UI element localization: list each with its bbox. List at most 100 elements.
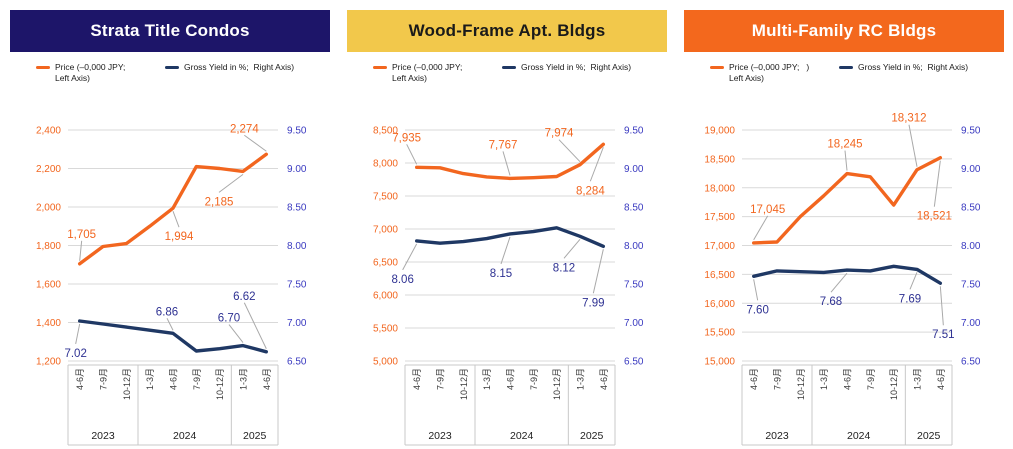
quarter-label: 7-9月 (436, 368, 446, 390)
data-labels: 7,935 7,767 7,974 8,284 8.06 8.15 8.12 7.99 (391, 128, 605, 310)
quarter-label: 10-12月 (459, 368, 469, 400)
quarter-label: 10-12月 (122, 368, 132, 400)
label-leader (753, 215, 769, 241)
yield-data-label: 6.86 (156, 306, 178, 318)
price-line (751, 156, 942, 245)
yield-legend-label: Gross Yield in %; Right Axis) (521, 62, 632, 72)
right-axis-tick: 8.50 (624, 203, 644, 214)
panel-wood-frame-apt: Wood-Frame Apt. Bldgs Price (–0,000 JPY;… (347, 10, 667, 449)
price-legend-line1: Price (–0,000 JPY; ) (729, 62, 810, 72)
label-leader (243, 302, 267, 349)
yield-data-label: 8.15 (490, 268, 512, 280)
quarter-label: 4-6月 (936, 368, 946, 390)
x-axis-box (404, 364, 616, 446)
quarter-label: 10-12月 (889, 368, 899, 400)
yield-data-label: 6.62 (233, 291, 255, 303)
price-data-label: 1,705 (67, 229, 96, 241)
left-axis-ticks: 19,000 18,500 18,000 17,500 17,000 16,500 16,0… (704, 126, 735, 368)
quarter-label: 4-6月 (506, 368, 516, 390)
price-data-label: 7,935 (392, 132, 421, 144)
left-axis-tick: 5,000 (373, 357, 398, 368)
quarter-label: 1-3月 (482, 368, 492, 390)
quarter-label: 7-9月 (529, 368, 539, 390)
price-data-label: 7,767 (489, 139, 518, 151)
gridlines (68, 129, 278, 362)
right-axis-tick: 9.00 (961, 164, 981, 175)
right-axis-tick: 7.00 (624, 318, 644, 329)
right-axis-tick: 8.50 (961, 203, 981, 214)
year-label: 2023 (91, 430, 115, 442)
right-axis-tick: 9.50 (961, 126, 981, 137)
left-axis-tick: 7,000 (373, 225, 398, 236)
label-leader (79, 240, 83, 261)
left-axis-tick: 17,000 (704, 241, 735, 252)
price-legend-line2: Left Axis) (729, 73, 764, 84)
left-axis-tick: 2,400 (36, 126, 61, 137)
data-labels: 1,705 1,994 2,185 2,274 7.02 6.86 6.70 6.62 (64, 123, 259, 360)
quarter-label: 1-3月 (145, 368, 155, 390)
yield-line-swatch (839, 66, 853, 69)
label-leader (908, 124, 918, 167)
left-axis-ticks: 2,400 2,200 2,000 1,800 1,600 1,400 1,200 (36, 126, 61, 368)
price-legend-line1: Price (–0,000 JPY; (392, 62, 463, 72)
right-axis-tick: 9.00 (624, 164, 644, 175)
quarter-label: 1-3月 (239, 368, 249, 390)
yield-line (77, 319, 268, 354)
right-axis-tick: 6.50 (287, 357, 307, 368)
chart-legend-strata: Price (–0,000 JPY; Left Axis) Gross Yield… (36, 62, 330, 92)
quarter-label: 4-6月 (599, 368, 609, 390)
legend-item-yield: Gross Yield in %; Right Axis) (839, 62, 968, 73)
price-line-swatch (710, 66, 724, 69)
yield-data-label: 7.51 (932, 329, 954, 341)
price-line (414, 142, 605, 181)
left-axis-tick: 6,500 (373, 258, 398, 269)
right-axis-tick: 6.50 (624, 357, 644, 368)
quarter-label: 4-6月 (169, 368, 179, 390)
quarter-labels: 4-6月 7-9月 10-12月 1-3月 4-6月 7-9月 10-12月 1-3月 4-6月 (749, 368, 946, 400)
left-axis-tick: 1,200 (36, 357, 61, 368)
yield-legend-label: Gross Yield in %; Right Axis) (858, 62, 969, 72)
left-axis-tick: 2,000 (36, 203, 61, 214)
price-line (77, 152, 268, 266)
left-axis-tick: 16,000 (704, 299, 735, 310)
price-data-label: 2,185 (205, 196, 234, 208)
data-labels: 17,045 18,245 18,312 18,521 7.60 7.68 7.69 7.51 (746, 113, 954, 341)
line-chart-wood-frame: 8,500 8,000 7,500 7,000 6,500 6,000 5,500 5,000… (373, 126, 644, 446)
label-leader (844, 150, 848, 171)
year-label: 2024 (847, 430, 871, 442)
year-label: 2025 (243, 430, 267, 442)
year-labels: 2023 2024 2025 (428, 430, 603, 442)
right-axis-ticks: 9.50 9.00 8.50 8.00 7.50 7.00 6.50 (961, 126, 981, 368)
year-labels: 2023 2024 2025 (765, 430, 940, 442)
label-leader (244, 134, 267, 152)
legend-item-yield: Gross Yield in %; Right Axis) (165, 62, 294, 73)
label-leader (939, 286, 944, 326)
label-leader (228, 324, 244, 343)
price-legend-label: Price (–0,000 JPY; Left Axis) (55, 62, 151, 84)
right-axis-tick: 8.00 (624, 241, 644, 252)
series-lines (751, 156, 942, 285)
year-label: 2023 (765, 430, 789, 442)
quarter-label: 10-12月 (796, 368, 806, 400)
left-axis-tick: 18,500 (704, 154, 735, 165)
price-data-label: 18,521 (917, 211, 952, 223)
left-axis-tick: 8,500 (373, 126, 398, 137)
yield-data-label: 8.12 (553, 262, 575, 274)
yield-data-label: 7.02 (64, 348, 86, 360)
legend-item-price: Price (–0,000 JPY; Left Axis) (36, 62, 151, 84)
label-leader (218, 173, 244, 193)
right-axis-tick: 8.50 (287, 203, 307, 214)
right-axis-tick: 7.50 (287, 280, 307, 291)
label-leader (166, 318, 174, 331)
price-legend-line1: Price (–0,000 JPY; (55, 62, 126, 72)
yield-legend-label: Gross Yield in %; Right Axis) (184, 62, 295, 72)
right-axis-tick: 7.00 (287, 318, 307, 329)
x-axis-box (741, 364, 953, 446)
price-legend-label: Price (–0,000 JPY; Left Axis) (392, 62, 488, 84)
price-data-label: 8,284 (576, 185, 605, 197)
right-axis-tick: 9.00 (287, 164, 307, 175)
legend-item-price: Price (–0,000 JPY; ) Left Axis) (710, 62, 825, 84)
right-axis-ticks: 9.50 9.00 8.50 8.00 7.50 7.00 6.50 (624, 126, 644, 368)
yield-data-label: 6.70 (218, 313, 240, 325)
quarter-label: 4-6月 (262, 368, 272, 390)
